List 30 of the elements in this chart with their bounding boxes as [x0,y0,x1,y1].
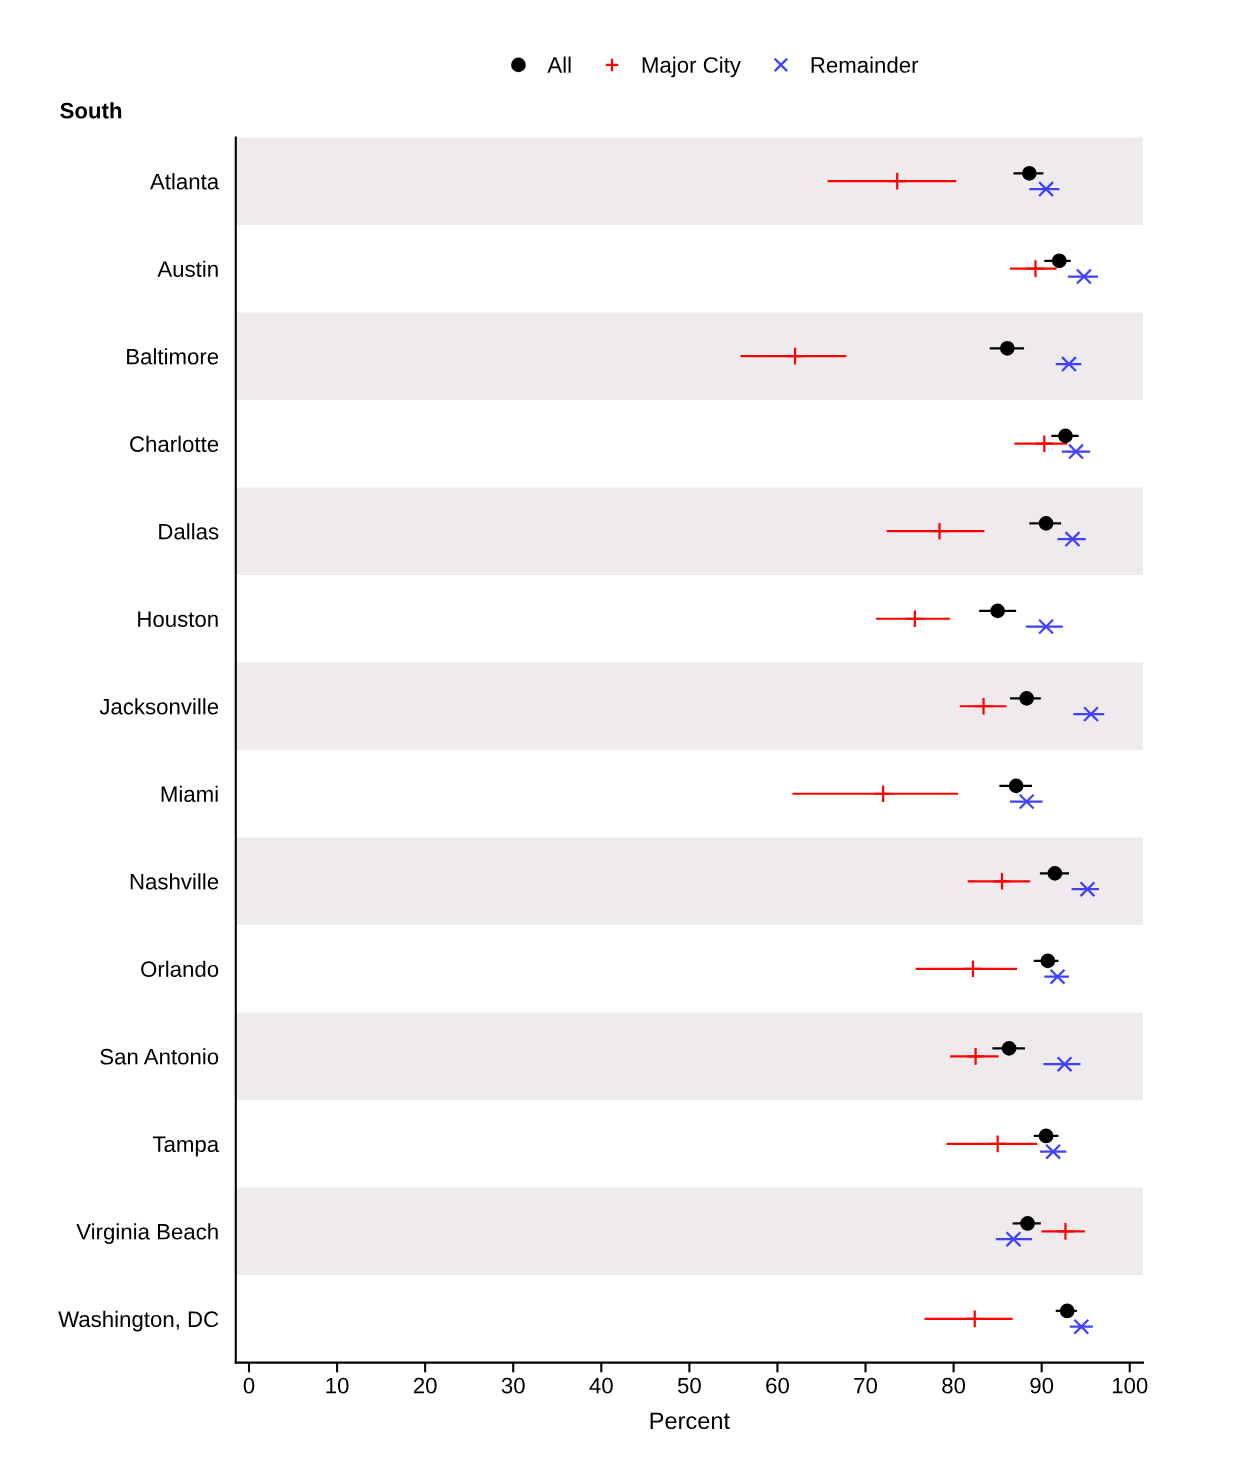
y-tick-label: Atlanta [149,173,220,190]
x-tick-label: 30 [501,1377,525,1394]
y-tick-label: Washington, DC [58,1310,219,1332]
y-tick-label: Tampa [152,1136,220,1157]
x-tick-label: 80 [942,1377,966,1394]
x-tick-label: 70 [854,1377,878,1394]
y-tick-label: Charlotte [130,435,219,452]
y-tick-label: Nashville [130,873,219,890]
y-tick-label: San Antonio [100,1048,219,1065]
x-tick-label: 100 [1112,1377,1148,1394]
legend-label: Major City [642,56,741,78]
y-tick-label: Dallas [159,523,219,540]
chart-title: South [60,102,122,119]
y-tick-label: Austin [157,260,218,277]
y-tick-label: Baltimore [127,348,219,365]
legend-label: Remainder [811,56,919,73]
y-tick-label: Virginia Beach [76,1223,218,1244]
y-tick-label: Miami [161,785,218,803]
x-tick-label: 90 [1030,1377,1054,1394]
x-axis-title: Percent [650,1412,730,1430]
y-tick-label: Houston [138,611,218,628]
x-tick-label: 40 [589,1377,613,1394]
x-tick-label: 10 [326,1377,349,1394]
x-tick-label: 50 [677,1377,701,1394]
x-tick-label: 60 [766,1377,789,1394]
x-tick-label: 20 [413,1377,437,1394]
legend-label: All [547,56,571,73]
y-tick-label: Jacksonville [99,698,219,715]
y-tick-label: Orlando [141,960,219,978]
x-tick-label: 0 [243,1377,255,1394]
